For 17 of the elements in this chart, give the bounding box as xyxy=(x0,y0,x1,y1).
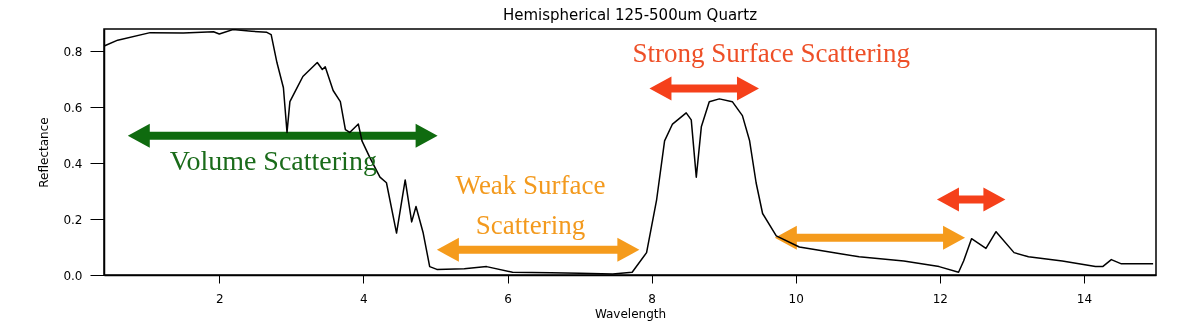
annotation: Weak Surface Scattering xyxy=(455,169,606,240)
y-tick-label: 0.0 xyxy=(63,268,83,283)
x-tick-label: 12 xyxy=(932,291,948,306)
x-axis-title: Wavelength xyxy=(594,306,667,321)
x-tick-label: 4 xyxy=(360,291,368,306)
x-tick-label: 10 xyxy=(788,291,804,306)
y-tick-label: 0.2 xyxy=(63,212,83,227)
annotation: Strong Surface Scattering xyxy=(632,38,910,69)
x-tick-label: 6 xyxy=(504,291,512,306)
x-tick-label: 2 xyxy=(215,291,224,306)
x-tick-label: 14 xyxy=(1076,291,1093,306)
x-tick-label: 8 xyxy=(648,291,656,306)
chart-title: Hemispherical 125-500um Quartz xyxy=(502,6,758,24)
y-tick-label: 0.8 xyxy=(63,44,83,59)
y-tick-label: 0.6 xyxy=(63,100,83,115)
y-tick-label: 0.4 xyxy=(63,156,83,171)
y-axis-title: Reflectance xyxy=(37,117,52,188)
